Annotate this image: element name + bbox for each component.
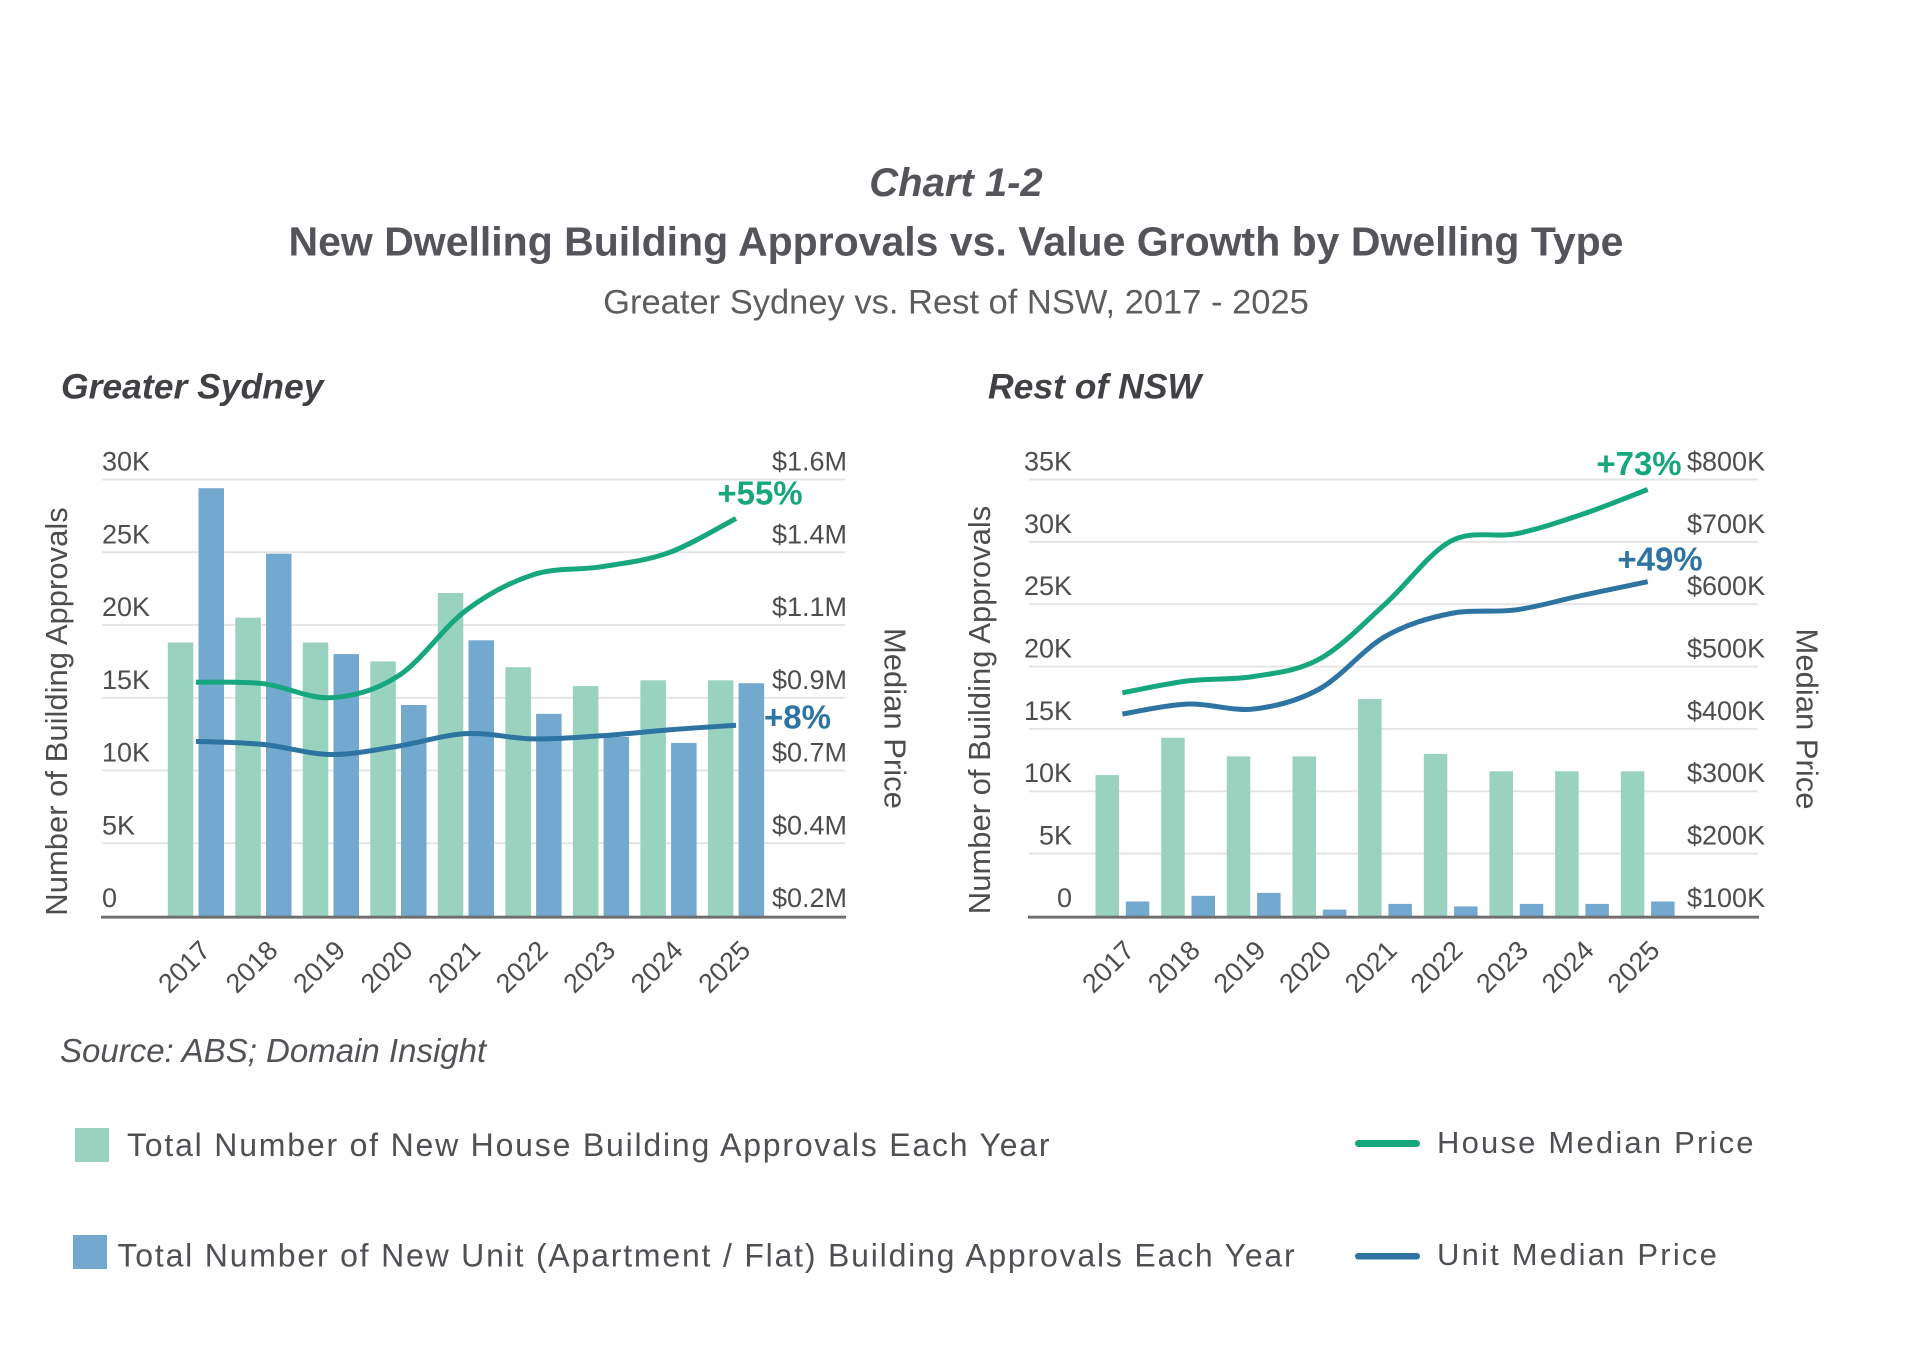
- svg-text:Median Price: Median Price: [878, 628, 913, 809]
- svg-text:+49%: +49%: [1617, 541, 1702, 578]
- svg-text:0: 0: [102, 883, 117, 913]
- svg-text:15K: 15K: [1024, 696, 1072, 726]
- svg-text:$100K: $100K: [1687, 883, 1765, 913]
- svg-text:+8%: +8%: [764, 699, 831, 736]
- svg-text:$400K: $400K: [1687, 696, 1765, 726]
- svg-text:$0.9M: $0.9M: [772, 665, 847, 695]
- svg-text:+73%: +73%: [1596, 445, 1681, 482]
- svg-text:10K: 10K: [102, 738, 150, 768]
- svg-text:Greater Sydney vs. Rest of NSW: Greater Sydney vs. Rest of NSW, 2017 - 2…: [603, 284, 1309, 322]
- svg-text:$500K: $500K: [1687, 634, 1765, 664]
- svg-text:Source: ABS; Domain Insight: Source: ABS; Domain Insight: [60, 1032, 488, 1069]
- svg-text:New Dwelling Building Approval: New Dwelling Building Approvals vs. Valu…: [289, 219, 1624, 265]
- svg-text:30K: 30K: [102, 447, 150, 477]
- svg-text:25K: 25K: [102, 519, 150, 549]
- svg-text:20K: 20K: [102, 592, 150, 622]
- svg-text:5K: 5K: [1039, 821, 1072, 851]
- svg-text:+55%: +55%: [717, 475, 802, 512]
- svg-text:Number of Building Approvals: Number of Building Approvals: [962, 506, 997, 914]
- svg-text:Total Number of New Unit (Apar: Total Number of New Unit (Apartment / Fl…: [118, 1238, 1297, 1274]
- svg-text:House Median Price: House Median Price: [1437, 1125, 1756, 1160]
- svg-text:$700K: $700K: [1687, 509, 1765, 539]
- svg-text:5K: 5K: [102, 810, 135, 840]
- svg-text:20K: 20K: [1024, 634, 1072, 664]
- svg-text:$0.2M: $0.2M: [772, 883, 847, 913]
- svg-text:$1.6M: $1.6M: [772, 447, 847, 477]
- svg-text:$0.7M: $0.7M: [772, 738, 847, 768]
- svg-text:15K: 15K: [102, 665, 150, 695]
- svg-text:Number of Building Approvals: Number of Building Approvals: [39, 507, 74, 915]
- svg-text:$600K: $600K: [1687, 571, 1765, 601]
- svg-text:Greater Sydney: Greater Sydney: [61, 367, 326, 407]
- svg-text:$200K: $200K: [1687, 821, 1765, 851]
- svg-text:$300K: $300K: [1687, 758, 1765, 788]
- svg-text:30K: 30K: [1024, 509, 1072, 539]
- svg-text:Total Number of New House Buil: Total Number of New House Building Appro…: [127, 1127, 1051, 1163]
- svg-text:Chart 1-2: Chart 1-2: [869, 161, 1042, 205]
- svg-text:Unit Median Price: Unit Median Price: [1437, 1237, 1719, 1272]
- svg-text:$1.4M: $1.4M: [772, 519, 847, 549]
- svg-text:25K: 25K: [1024, 571, 1072, 601]
- svg-text:0: 0: [1057, 883, 1072, 913]
- svg-text:$800K: $800K: [1687, 447, 1765, 477]
- svg-text:10K: 10K: [1024, 758, 1072, 788]
- svg-text:Rest of NSW: Rest of NSW: [988, 367, 1204, 407]
- svg-text:$0.4M: $0.4M: [772, 810, 847, 840]
- svg-text:$1.1M: $1.1M: [772, 592, 847, 622]
- svg-text:Median Price: Median Price: [1790, 629, 1825, 810]
- svg-text:35K: 35K: [1024, 447, 1072, 477]
